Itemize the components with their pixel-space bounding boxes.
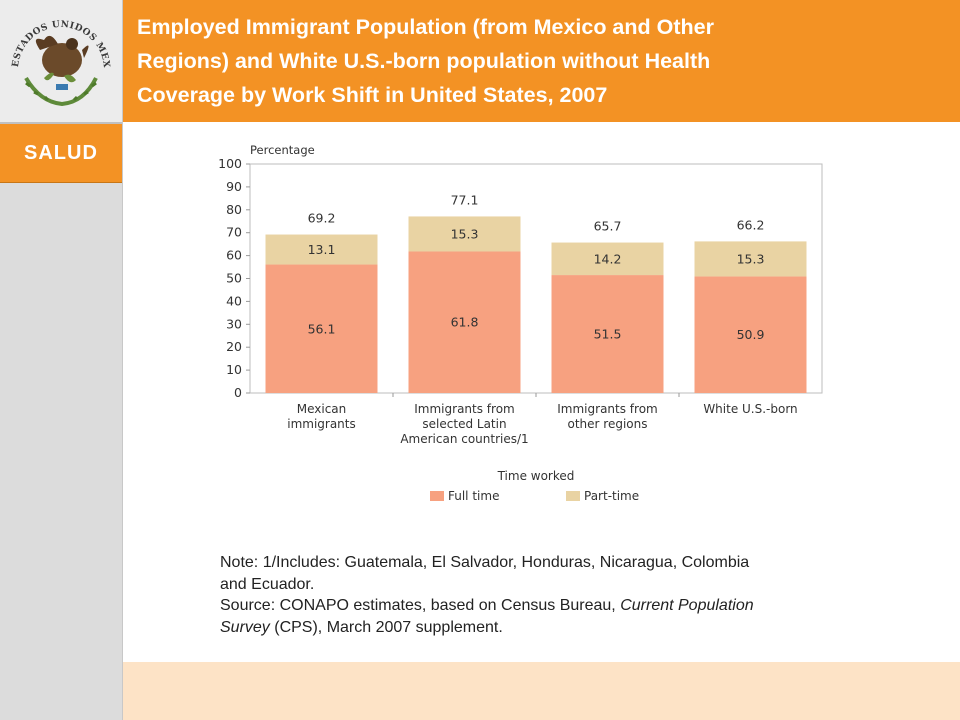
x-tick-label: Immigrants from — [414, 402, 514, 416]
source-prefix: Source: CONAPO estimates, based on Censu… — [220, 597, 621, 614]
bar-data-label: 61.8 — [451, 315, 479, 330]
chart-notes: Note: 1/Includes: Guatemala, El Salvador… — [220, 552, 840, 638]
bar-data-label: 15.3 — [451, 226, 479, 241]
bar-part-time — [408, 216, 521, 252]
x-tick-label: other regions — [568, 417, 648, 431]
legend-swatch — [566, 491, 580, 501]
x-axis-label: Time worked — [497, 469, 575, 483]
source-italic-2: Survey — [220, 618, 270, 636]
salud-section: SALUD — [0, 124, 122, 183]
legend-swatch — [430, 491, 444, 501]
emblem-box: ESTADOS UNIDOS MEXICANOS — [0, 0, 122, 124]
bar-data-label: 51.5 — [594, 327, 622, 342]
bar-full-time — [694, 276, 807, 393]
bar-total-label: 66.2 — [737, 217, 765, 232]
bar-part-time — [694, 241, 807, 277]
bar-data-label: 50.9 — [737, 327, 765, 342]
legend-label: Part-time — [584, 489, 639, 503]
y-tick-label: 100 — [218, 156, 242, 171]
legend-label: Full time — [448, 489, 499, 503]
salud-label: SALUD — [24, 142, 98, 164]
bar-full-time — [408, 251, 521, 393]
x-tick-label: Mexican — [297, 402, 347, 416]
header: Employed Immigrant Population (from Mexi… — [123, 0, 960, 122]
y-tick-label: 0 — [234, 385, 242, 400]
source-line-1: Source: CONAPO estimates, based on Censu… — [220, 595, 840, 617]
y-axis-label: Percentage — [250, 143, 315, 157]
y-tick-label: 50 — [226, 271, 242, 286]
mexico-coat-of-arms-icon: ESTADOS UNIDOS MEXICANOS — [0, 0, 111, 107]
bar-part-time — [265, 234, 378, 265]
bar-data-label: 14.2 — [594, 251, 622, 266]
bar-data-label: 56.1 — [308, 321, 336, 336]
x-tick-label: Immigrants from — [557, 402, 657, 416]
page-title: Employed Immigrant Population (from Mexi… — [137, 15, 714, 107]
x-tick-label: American countries/1 — [400, 432, 528, 446]
source-italic-1: Current Population — [620, 597, 754, 614]
x-tick-label: selected Latin — [422, 417, 506, 431]
footer-band — [123, 662, 960, 720]
source-line-2: Survey (CPS), March 2007 supplement. — [220, 617, 840, 639]
bar-total-label: 69.2 — [308, 211, 336, 226]
y-tick-label: 30 — [226, 316, 242, 331]
source-suffix: (CPS), March 2007 supplement. — [269, 618, 503, 636]
bar-full-time — [551, 275, 664, 393]
y-tick-label: 40 — [226, 293, 242, 308]
y-tick-label: 90 — [226, 179, 242, 194]
note-line-1: Note: 1/Includes: Guatemala, El Salvador… — [220, 554, 750, 571]
bar-part-time — [551, 242, 664, 276]
y-tick-label: 10 — [226, 362, 242, 377]
bar-full-time — [265, 264, 378, 393]
bar-total-label: 65.7 — [594, 219, 622, 234]
bar-total-label: 77.1 — [451, 192, 479, 207]
y-tick-label: 70 — [226, 225, 242, 240]
y-tick-label: 20 — [226, 339, 242, 354]
bar-data-label: 15.3 — [737, 251, 765, 266]
x-tick-label: immigrants — [287, 417, 356, 431]
x-tick-label: White U.S.-born — [703, 402, 797, 416]
y-tick-label: 80 — [226, 202, 242, 217]
sidebar: ESTADOS UNIDOS MEXICANOS SALUD — [0, 0, 123, 720]
y-tick-label: 60 — [226, 248, 242, 263]
bar-data-label: 13.1 — [308, 242, 336, 257]
note-line-2: and Ecuador. — [220, 575, 315, 593]
